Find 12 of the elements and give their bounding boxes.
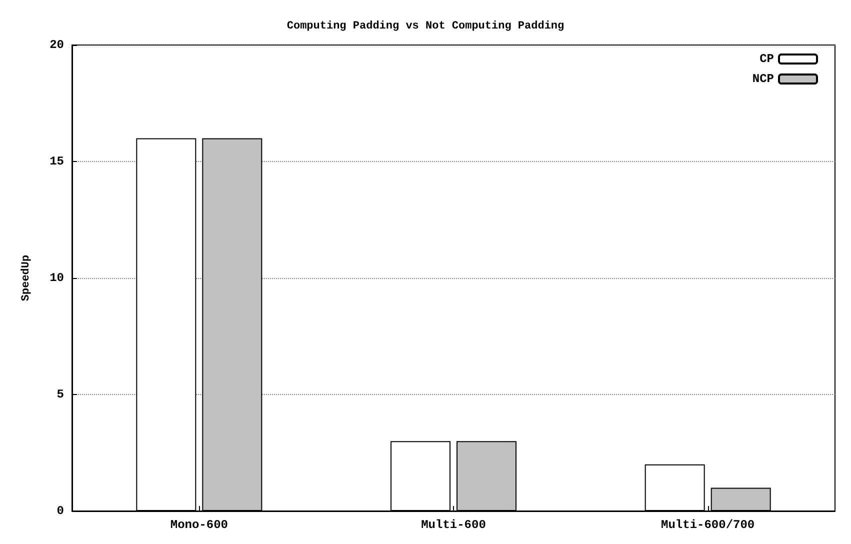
y-tick-label: 0 xyxy=(56,504,64,518)
x-tick-label: Mono-600 xyxy=(170,518,228,532)
legend-label: CP xyxy=(760,52,774,66)
y-axis-title: SpeedUp xyxy=(20,254,32,302)
y-tick-label: 5 xyxy=(56,388,64,402)
legend-label: NCP xyxy=(752,72,774,86)
y-tick-label: 15 xyxy=(50,154,64,168)
chart-title: Computing Padding vs Not Computing Padding xyxy=(286,20,564,32)
y-tick-label: 20 xyxy=(50,38,64,52)
x-tick-label: Multi-600/700 xyxy=(661,518,755,532)
y-tick-label: 10 xyxy=(50,271,64,285)
x-tick-label: Multi-600 xyxy=(421,518,486,532)
